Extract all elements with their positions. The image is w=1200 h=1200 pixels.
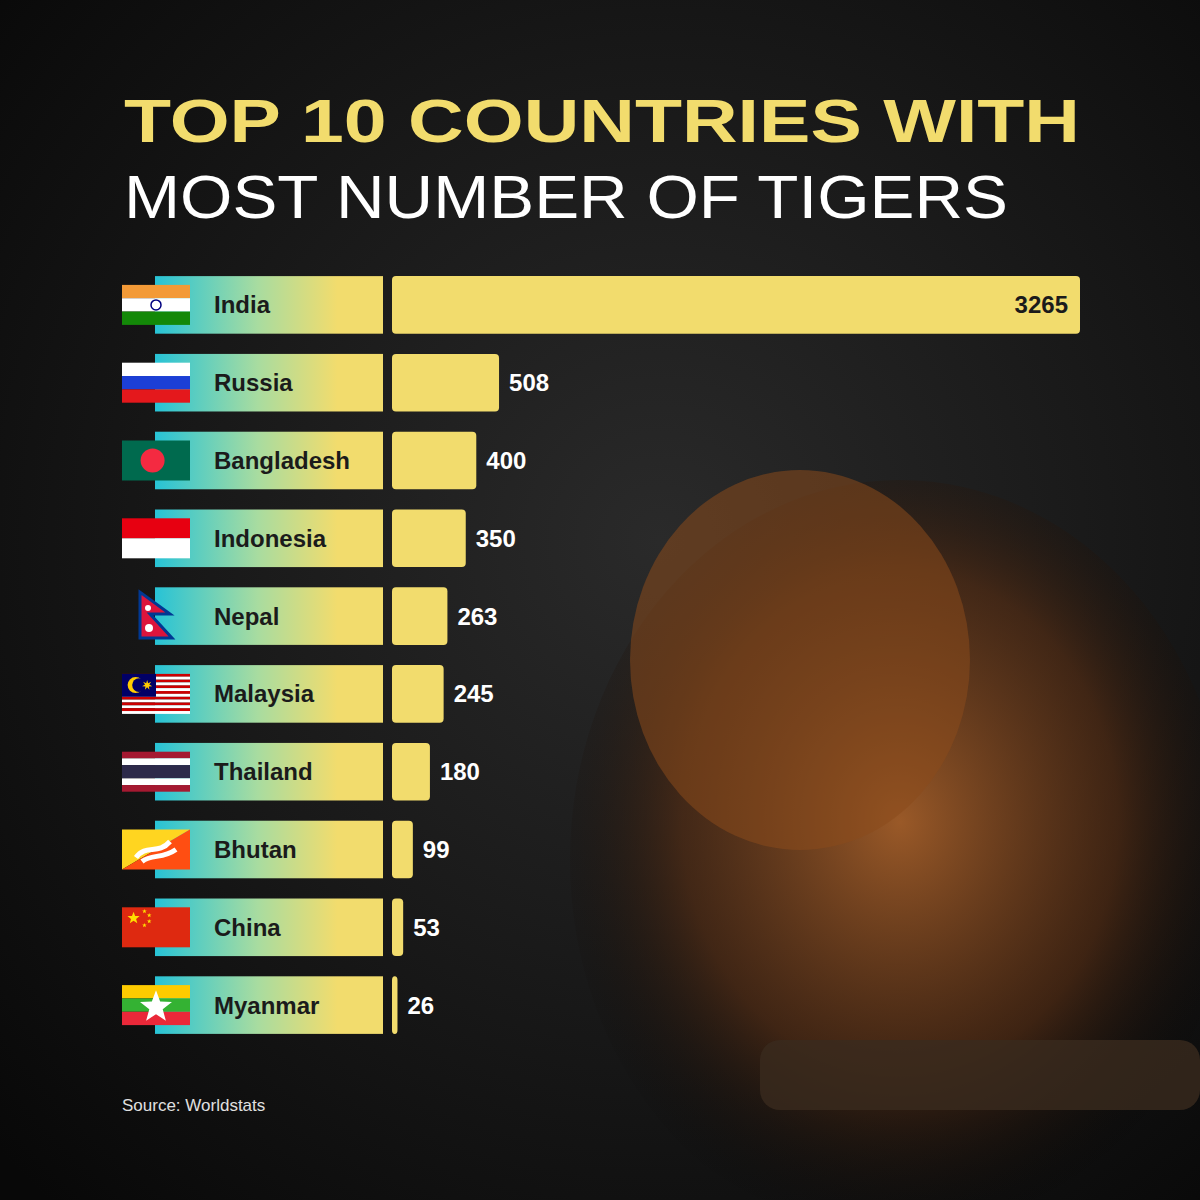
bar — [392, 587, 447, 645]
source-note: Source: Worldstats — [122, 1096, 265, 1115]
category-label: Bhutan — [214, 836, 297, 863]
flag-part — [142, 923, 147, 927]
flag-part — [127, 912, 139, 924]
bar — [392, 276, 1080, 334]
data-label: 508 — [509, 369, 549, 396]
flag-part — [147, 919, 152, 923]
flag-part — [122, 538, 190, 558]
flag-part — [122, 702, 190, 705]
category-label: China — [214, 914, 281, 941]
flag-part — [136, 842, 176, 862]
bar — [392, 665, 444, 723]
flag-part — [122, 907, 190, 947]
category-label: Malaysia — [214, 680, 315, 707]
data-label: 53 — [413, 914, 440, 941]
flag-part — [122, 830, 190, 870]
data-label: 400 — [486, 447, 526, 474]
flag-part — [145, 605, 151, 611]
bar — [392, 354, 499, 412]
flag-part — [122, 298, 190, 311]
chart-svg: TOP 10 COUNTRIES WITH MOST NUMBER OF TIGE… — [0, 0, 1200, 1200]
category-label: Nepal — [214, 603, 279, 630]
flag-part — [122, 285, 190, 298]
bar — [392, 510, 466, 568]
category-label: Myanmar — [214, 992, 319, 1019]
flag-part — [147, 913, 152, 917]
flag — [122, 907, 190, 947]
flag — [122, 363, 190, 403]
data-label: 26 — [407, 992, 434, 1019]
bars — [392, 276, 1080, 1034]
category-labels: India Russia Bangladesh Indonesia Nepal Malay… — [214, 291, 350, 1018]
flag-part — [122, 708, 190, 711]
flag-part — [142, 680, 152, 690]
category-label: Bangladesh — [214, 447, 350, 474]
flag-part — [122, 758, 190, 765]
flag-part — [122, 312, 190, 325]
data-label: 245 — [454, 680, 494, 707]
flag-part — [151, 300, 161, 310]
flag — [122, 674, 190, 714]
flag — [122, 441, 190, 481]
flag-part — [122, 376, 190, 389]
flag-part — [132, 678, 146, 692]
title: TOP 10 COUNTRIES WITH — [124, 86, 1080, 155]
data-label: 350 — [476, 525, 516, 552]
flag-part — [122, 697, 190, 700]
bar — [392, 821, 413, 879]
flag-part — [122, 705, 190, 708]
tiger-log — [760, 1040, 1200, 1110]
category-label: India — [214, 291, 271, 318]
flag-part — [145, 624, 153, 632]
flag-part — [122, 830, 190, 870]
flag — [122, 518, 190, 558]
category-label: Indonesia — [214, 525, 327, 552]
data-label: 263 — [457, 603, 497, 630]
category-label: Thailand — [214, 758, 313, 785]
flag — [140, 592, 172, 638]
subtitle: MOST NUMBER OF TIGERS — [124, 162, 1008, 231]
flag-part — [122, 518, 190, 538]
data-label: 99 — [423, 836, 450, 863]
flags — [122, 285, 190, 1025]
bar — [392, 743, 430, 801]
flag — [122, 285, 190, 325]
data-label: 180 — [440, 758, 480, 785]
flag-part — [122, 700, 190, 703]
tiger-image — [570, 470, 1200, 1200]
flag-part — [142, 909, 147, 913]
tiger-head — [630, 470, 970, 850]
flag-part — [141, 449, 165, 473]
flag — [122, 830, 190, 870]
flag — [122, 985, 190, 1025]
flag-part — [122, 441, 190, 481]
flag-part — [122, 674, 156, 697]
data-labels: 3265 508 400 350 263 245 180 99 53 26 — [407, 291, 1068, 1018]
category-label: Russia — [214, 369, 293, 396]
category-panel — [155, 587, 383, 645]
chart-container: TOP 10 COUNTRIES WITH MOST NUMBER OF TIGE… — [0, 0, 1200, 1200]
bar — [392, 899, 403, 957]
flag-part — [122, 389, 190, 402]
flag-part — [122, 711, 190, 714]
flag — [122, 752, 190, 792]
flag-part — [122, 363, 190, 376]
flag-part — [140, 990, 172, 1020]
flag-part — [122, 752, 190, 759]
flag-part — [122, 778, 190, 785]
data-label: 3265 — [1015, 291, 1068, 318]
bar — [392, 976, 397, 1034]
flag-part — [140, 592, 172, 638]
flag-part — [122, 785, 190, 792]
flag-part — [122, 765, 190, 778]
bar — [392, 432, 476, 490]
